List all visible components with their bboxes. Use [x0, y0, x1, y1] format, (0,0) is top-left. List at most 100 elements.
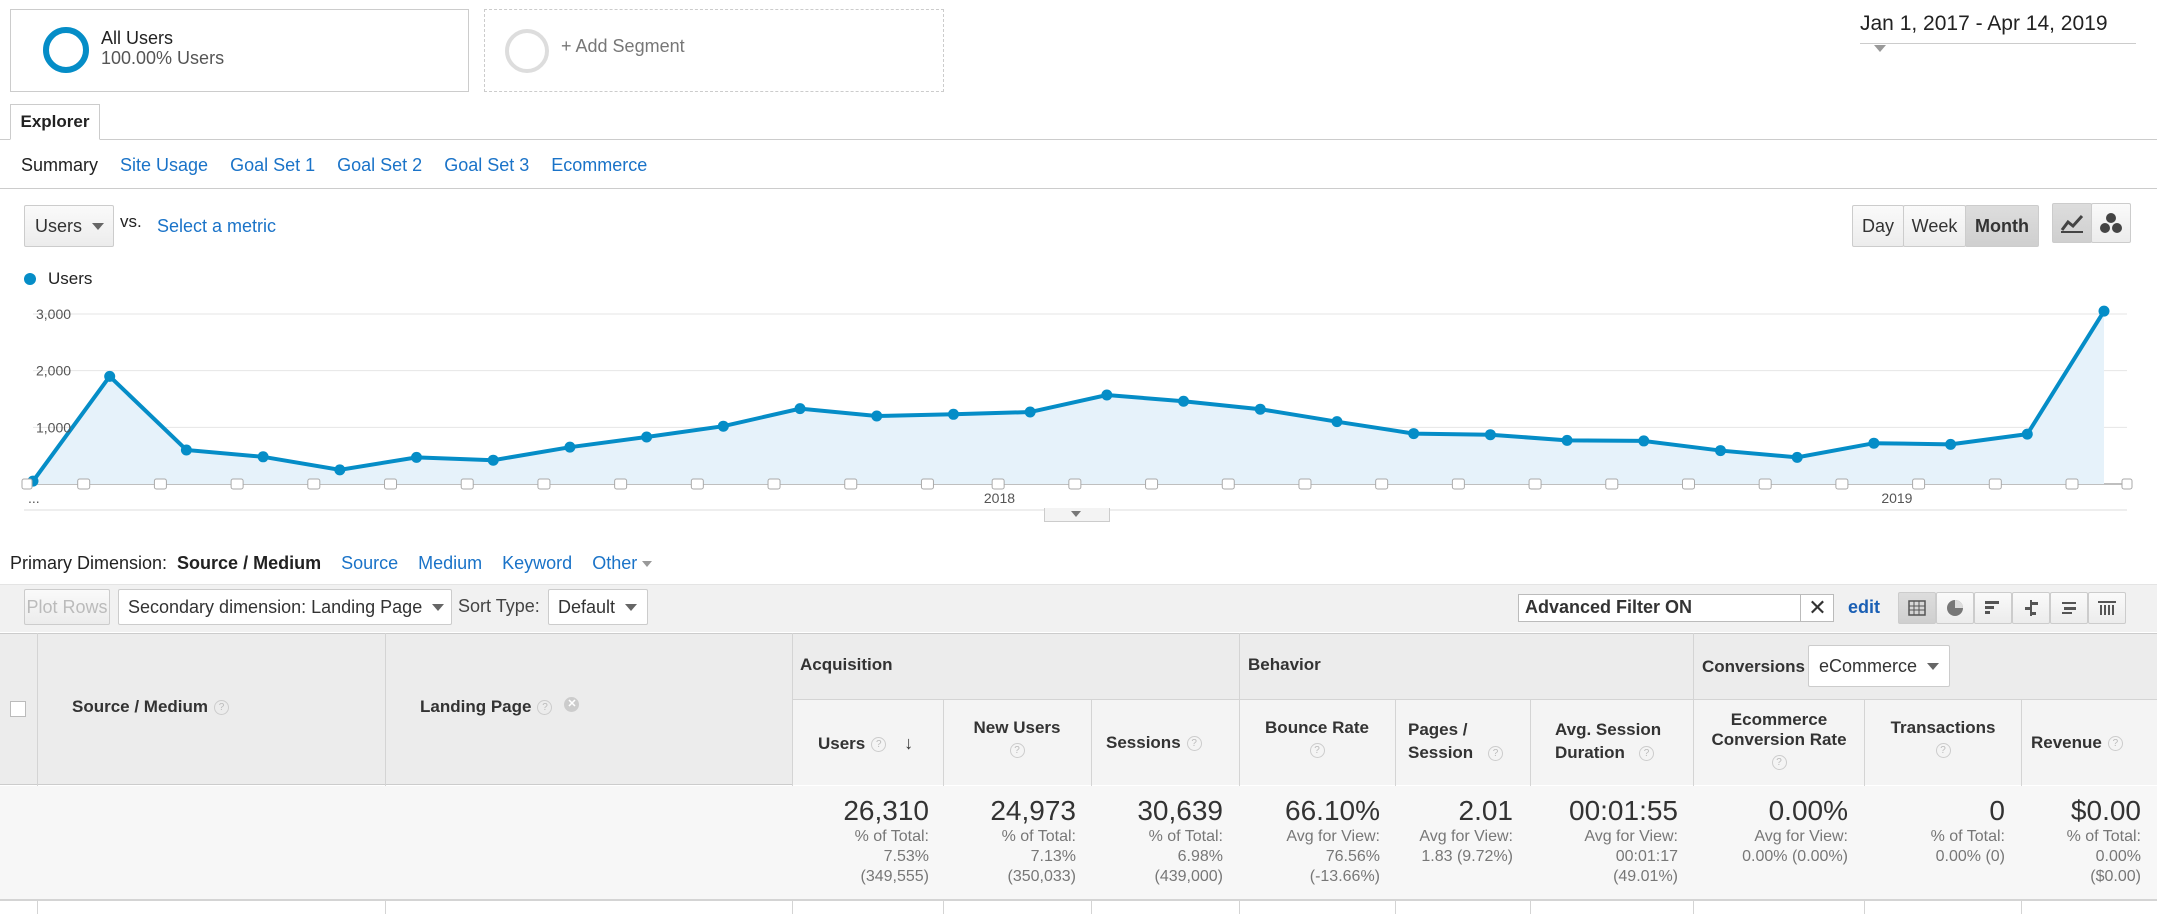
annotation-marker-icon [614, 478, 628, 490]
conversion-select[interactable]: eCommerce [1808, 645, 1950, 687]
totals-cell: 30,639 % of Total: 6.98% (439,000) [1092, 795, 1223, 887]
granularity-day-button[interactable]: Day [1852, 205, 1904, 247]
dimension-medium[interactable]: Medium [418, 553, 483, 573]
select-all-checkbox[interactable] [10, 701, 26, 717]
date-range-picker[interactable]: Jan 1, 2017 - Apr 14, 2019 [1860, 12, 2136, 52]
pie-view-button[interactable] [1936, 592, 1974, 624]
totals-subtext: 76.56% [1325, 848, 1380, 865]
metric-select-value: Users [35, 215, 83, 236]
performance-view-button[interactable] [1974, 592, 2012, 624]
totals-subtext: % of Total: [1930, 828, 2005, 845]
totals-subtext: 1.83 (9.72%) [1421, 848, 1513, 865]
col-landing-page[interactable]: Landing Page? ✕ [420, 697, 580, 717]
col-transactions[interactable]: Transactions? [1865, 718, 2021, 759]
totals-subtext: 0.00% (0) [1935, 848, 2005, 865]
motion-chart-button[interactable] [2091, 203, 2131, 243]
table-view-button[interactable] [1898, 592, 1936, 624]
metric-select[interactable]: Users [24, 205, 114, 247]
subtab-site-usage[interactable]: Site Usage [120, 155, 209, 175]
conversion-select-value: eCommerce [1819, 655, 1918, 676]
subtab-summary[interactable]: Summary [21, 155, 99, 175]
users-data-point [947, 408, 959, 420]
segment-subtitle: 100.00% Users [101, 48, 225, 68]
annotation-marker-icon [1528, 478, 1542, 490]
annotation-marker-icon [1298, 478, 1312, 490]
users-data-point [1561, 434, 1573, 446]
subtab-ecommerce[interactable]: Ecommerce [551, 155, 648, 175]
annotation-marker-icon [537, 478, 551, 490]
users-data-point [871, 410, 883, 422]
comparison-view-button[interactable] [2012, 592, 2050, 624]
edit-filter-link[interactable]: edit [1848, 597, 1881, 617]
users-data-point [411, 451, 423, 463]
users-data-point [794, 403, 806, 415]
annotation-marker-icon [1835, 478, 1849, 490]
users-data-point [2021, 428, 2033, 440]
users-data-point [257, 451, 269, 463]
totals-subtext: 7.53% [883, 848, 929, 865]
users-data-point [1408, 428, 1420, 440]
vs-label: vs. [120, 212, 142, 231]
col-pages-session[interactable]: Pages / Session [1408, 718, 1522, 764]
col-sessions-label: Sessions [1106, 733, 1181, 752]
totals-subtext: % of Total: [2066, 828, 2141, 845]
y-tick-label: 3,000 [36, 306, 71, 322]
dimension-other[interactable]: Other [592, 553, 653, 574]
pivot-view-button[interactable] [2088, 592, 2126, 624]
primary-dimension-label: Primary Dimension: [10, 553, 168, 573]
dimension-keyword[interactable]: Keyword [502, 553, 573, 573]
term-cloud-view-button[interactable] [2050, 592, 2088, 624]
totals-value: 30,639 [1137, 795, 1223, 826]
clear-filter-icon[interactable]: ✕ [1800, 594, 1834, 622]
users-data-point [2098, 305, 2110, 317]
line-chart-button[interactable] [2052, 203, 2092, 243]
annotation-marker-icon [920, 478, 934, 490]
advanced-filter-field[interactable]: Advanced Filter ON [1518, 594, 1834, 622]
subtab-goal-set-1[interactable]: Goal Set 1 [230, 155, 316, 175]
annotation-marker-icon [1758, 478, 1772, 490]
subtab-goal-set-2[interactable]: Goal Set 2 [337, 155, 423, 175]
sort-type-select[interactable]: Default [548, 589, 648, 625]
totals-cell: 66.10% Avg for View: 76.56% (-13.66%) [1240, 795, 1380, 887]
col-source-medium[interactable]: Source / Medium? [72, 697, 230, 717]
totals-subtext: Avg for View: [1286, 828, 1380, 845]
chart-collapse-handle[interactable] [1044, 508, 1110, 522]
add-segment-button[interactable]: + Add Segment [484, 9, 944, 92]
col-revenue[interactable]: Revenue? [2031, 733, 2123, 753]
select-metric-link[interactable]: Select a metric [157, 216, 277, 236]
users-series-line [31, 310, 2106, 483]
plot-rows-button[interactable]: Plot Rows [24, 589, 110, 625]
col-users[interactable]: Users? ↓ [818, 733, 913, 754]
col-ecommerce-conversion-rate[interactable]: Ecommerce Conversion Rate? [1694, 710, 1864, 771]
col-users-label: Users [818, 734, 866, 753]
col-divider [1693, 633, 1694, 914]
chevron-down-icon [1927, 662, 1940, 670]
annotation-marker-icon [1375, 478, 1389, 490]
annotation-marker-icon [1145, 478, 1159, 490]
help-icon: ? [871, 737, 887, 753]
help-icon: ? [1309, 743, 1325, 759]
secondary-dimension-select[interactable]: Secondary dimension: Landing Page [118, 589, 452, 625]
granularity-month-button[interactable]: Month [1965, 205, 2039, 247]
col-avg-session-duration[interactable]: Avg. Session Duration [1555, 718, 1685, 764]
users-data-point [1254, 403, 1266, 415]
col-new-users[interactable]: New Users? [944, 718, 1090, 759]
col-bounce-rate[interactable]: Bounce Rate? [1240, 718, 1394, 759]
tab-explorer[interactable]: Explorer [10, 104, 100, 140]
annotation-marker-icon [1681, 478, 1695, 490]
segment-all-users[interactable]: All Users 100.00% Users [10, 9, 469, 92]
granularity-week-button[interactable]: Week [1903, 205, 1966, 247]
totals-row [0, 786, 2157, 900]
chevron-down-icon [1071, 511, 1081, 517]
col-sessions[interactable]: Sessions? [1106, 733, 1202, 753]
tab-divider [0, 139, 2157, 140]
remove-dimension-icon[interactable]: ✕ [564, 697, 580, 712]
annotation-marker-icon [460, 478, 474, 490]
users-data-point [1484, 429, 1496, 441]
dimension-source[interactable]: Source [341, 553, 399, 573]
subtab-goal-set-3[interactable]: Goal Set 3 [444, 155, 530, 175]
sort-type-label: Sort Type: [458, 596, 540, 616]
users-data-point [334, 464, 346, 476]
totals-subtext: % of Total: [854, 828, 929, 845]
users-data-point [717, 420, 729, 432]
